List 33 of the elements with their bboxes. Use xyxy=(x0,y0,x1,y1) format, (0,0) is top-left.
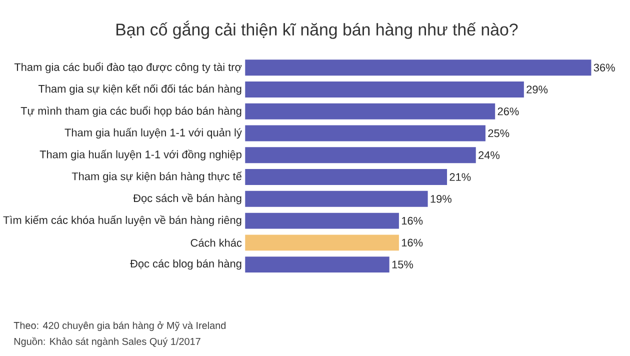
bar xyxy=(245,147,476,164)
bar xyxy=(245,103,496,120)
data-label: 26% xyxy=(498,108,519,116)
text: Nguồn: Khảo sát ngành Sales Quý 1/2017 xyxy=(14,337,200,347)
text: Theo: 420 chuyên gia bán hàng ở Mỹ và Ireland xyxy=(14,321,226,331)
y-tick-label: Tham gia sự kiện kết nối đối tác bán hàng xyxy=(38,84,242,95)
bar xyxy=(245,125,486,142)
data-label: 21% xyxy=(450,173,471,181)
y-tick-label: Tham gia huấn luyện 1-1 với đồng nghiệp xyxy=(40,150,242,160)
bar xyxy=(245,169,448,185)
y-tick-label: Tham gia sự kiện bán hàng thực tế xyxy=(72,172,242,182)
y-tick-label: Đọc các blog bán hàng xyxy=(130,259,242,270)
y-tick-label: Tự mình tham gia các buổi họp báo bán hàng xyxy=(20,106,242,117)
bar xyxy=(245,60,592,76)
data-label: 24% xyxy=(478,151,500,159)
data-label: 15% xyxy=(392,260,414,268)
bar xyxy=(245,82,524,98)
bar xyxy=(245,190,428,207)
y-tick-label: Đọc sách về bán hàng xyxy=(133,194,242,204)
y-tick-label: Tham gia các buổi đào tạo được công ty tài trợ xyxy=(14,62,242,74)
y-tick-label: Tìm kiếm các khóa huấn luyện về bán hàng riêng xyxy=(3,215,242,226)
data-label: 16% xyxy=(402,216,423,225)
data-label: 16% xyxy=(402,238,423,247)
y-tick-label: Tham gia huấn luyện 1-1 với quản lý xyxy=(64,128,242,139)
data-label: 19% xyxy=(430,195,452,203)
bar xyxy=(245,256,390,272)
data-label: 36% xyxy=(594,64,615,72)
bar xyxy=(245,234,399,251)
y-tick-label: Cách khác xyxy=(190,238,242,247)
data-label: 25% xyxy=(488,129,510,138)
data-label: 29% xyxy=(526,86,548,94)
bar xyxy=(245,212,399,229)
chart-title: Bạn cố gắng cải thiện kĩ năng bán hàng như thế nào? xyxy=(116,20,518,39)
